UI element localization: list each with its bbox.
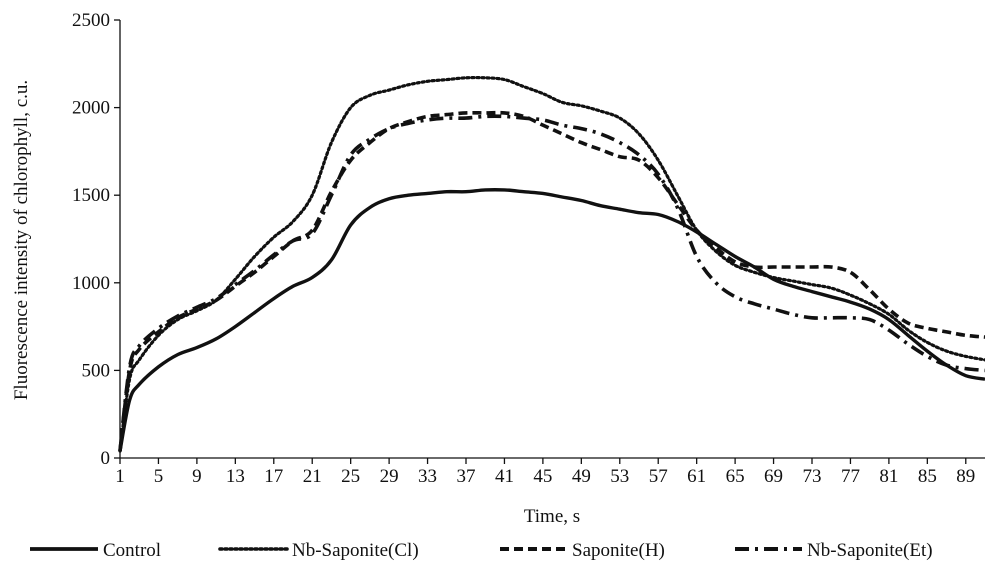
x-tick-label: 65 — [726, 466, 745, 487]
y-tick-label: 2500 — [72, 10, 110, 31]
legend-label: Nb-Saponite(Et) — [807, 540, 933, 561]
y-tick-label: 0 — [101, 448, 111, 469]
x-tick-label: 49 — [572, 466, 591, 487]
x-tick-label: 25 — [341, 466, 360, 487]
series-line-3 — [118, 110, 985, 452]
y-axis-ticks: 0 500 1000 1500 2000 2500 — [72, 10, 120, 469]
legend: Control Nb-Saponite(Cl) Saponite(H) Nb-Sapo… — [30, 540, 933, 561]
x-tick-label: 73 — [803, 466, 822, 487]
x-axis-ticks: 1 5 9 13 17 21 25 29 33 37 41 45 49 53 57 61 65 69 73 77 81 8… — [115, 458, 975, 487]
x-tick-label: 1 — [115, 466, 125, 487]
series-line-2 — [118, 75, 985, 453]
x-tick-label: 21 — [303, 466, 322, 487]
y-tick-label: 500 — [82, 360, 111, 381]
legend-label: Nb-Saponite(Cl) — [292, 540, 419, 561]
y-axis-label: Fluorescence intensity of chlorophyll, c… — [11, 80, 32, 400]
x-tick-label: 29 — [380, 466, 399, 487]
x-tick-label: 85 — [918, 466, 937, 487]
x-tick-label: 53 — [610, 466, 629, 487]
series-lines — [118, 75, 985, 453]
x-tick-label: 13 — [226, 466, 245, 487]
legend-label: Control — [103, 540, 161, 561]
x-tick-label: 81 — [879, 466, 898, 487]
series-line-4 — [118, 114, 985, 452]
series-line-1 — [118, 188, 985, 452]
x-tick-label: 37 — [457, 466, 476, 487]
plot-area: 0 500 1000 1500 2000 2500 1 5 9 13 17 21 25 29 33 37 41… — [72, 10, 985, 487]
y-tick-label: 1000 — [72, 273, 110, 294]
y-tick-label: 1500 — [72, 185, 110, 206]
x-tick-label: 57 — [649, 466, 668, 487]
x-tick-label: 33 — [418, 466, 437, 487]
x-tick-label: 61 — [687, 466, 706, 487]
y-tick-label: 2000 — [72, 98, 110, 119]
x-tick-label: 77 — [841, 466, 860, 487]
x-axis-label: Time, s — [524, 506, 580, 527]
x-tick-label: 17 — [264, 466, 283, 487]
x-tick-label: 45 — [533, 466, 552, 487]
x-tick-label: 89 — [956, 466, 975, 487]
x-tick-label: 9 — [192, 466, 202, 487]
x-tick-label: 69 — [764, 466, 783, 487]
legend-label: Saponite(H) — [572, 540, 665, 561]
x-tick-label: 5 — [154, 466, 164, 487]
x-tick-label: 41 — [495, 466, 514, 487]
